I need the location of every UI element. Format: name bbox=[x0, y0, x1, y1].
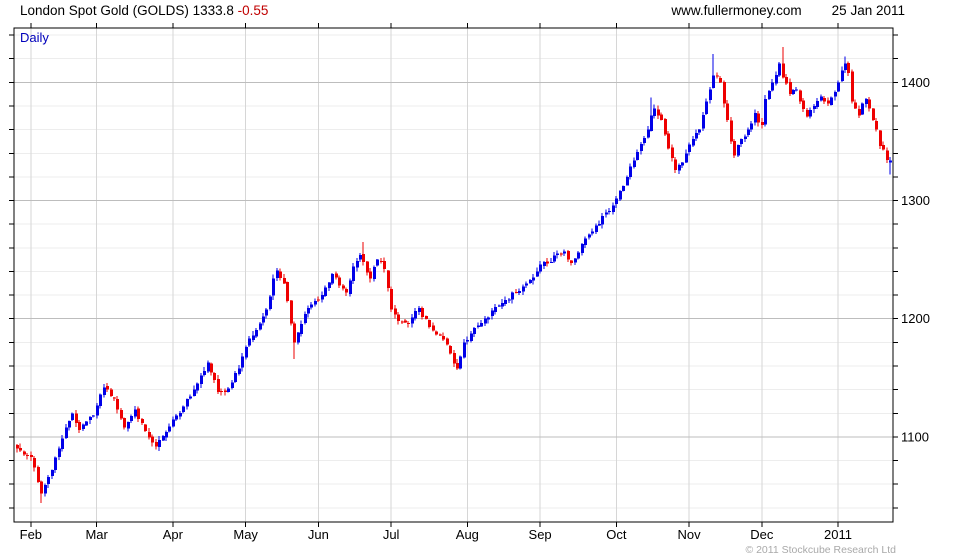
svg-text:May: May bbox=[233, 527, 258, 542]
svg-text:Mar: Mar bbox=[85, 527, 108, 542]
axis-ticks bbox=[9, 23, 898, 527]
svg-text:Aug: Aug bbox=[456, 527, 479, 542]
chart-date: 25 Jan 2011 bbox=[831, 3, 905, 18]
svg-text:Sep: Sep bbox=[529, 527, 552, 542]
timeframe-label: Daily bbox=[20, 30, 49, 45]
svg-text:1300: 1300 bbox=[901, 193, 930, 208]
x-axis-labels: Feb Mar Apr May Jun Jul Aug Sep Oct Nov Dec 2011 bbox=[20, 527, 852, 542]
svg-text:Jul: Jul bbox=[383, 527, 400, 542]
svg-text:1200: 1200 bbox=[901, 311, 930, 326]
svg-text:1100: 1100 bbox=[901, 429, 929, 444]
minor-gridlines bbox=[14, 34, 893, 509]
candles bbox=[16, 46, 892, 504]
copyright-notice: © 2011 Stockcube Research Ltd bbox=[745, 544, 896, 556]
chart-title: London Spot Gold (GOLDS) bbox=[20, 3, 189, 18]
svg-text:Nov: Nov bbox=[678, 527, 702, 542]
month-gridlines bbox=[30, 28, 839, 522]
price-change: -0.55 bbox=[237, 3, 269, 18]
svg-text:1400: 1400 bbox=[901, 75, 930, 90]
svg-text:Feb: Feb bbox=[20, 527, 42, 542]
svg-text:Oct: Oct bbox=[606, 527, 627, 542]
website-link[interactable]: www.fullermoney.com bbox=[671, 3, 802, 18]
plot-frame bbox=[13, 27, 894, 523]
header-right: www.fullermoney.com 25 Jan 2011 bbox=[671, 3, 905, 18]
y-axis-labels: 1100 1200 1300 1400 bbox=[901, 75, 930, 445]
svg-text:Apr: Apr bbox=[163, 527, 184, 542]
last-price: 1333.8 bbox=[192, 3, 234, 18]
major-gridlines bbox=[14, 81, 893, 438]
svg-text:Jun: Jun bbox=[308, 527, 329, 542]
svg-text:2011: 2011 bbox=[824, 527, 852, 542]
chart-header: London Spot Gold (GOLDS) 1333.8 -0.55 bbox=[20, 3, 268, 18]
svg-text:Dec: Dec bbox=[750, 527, 774, 542]
